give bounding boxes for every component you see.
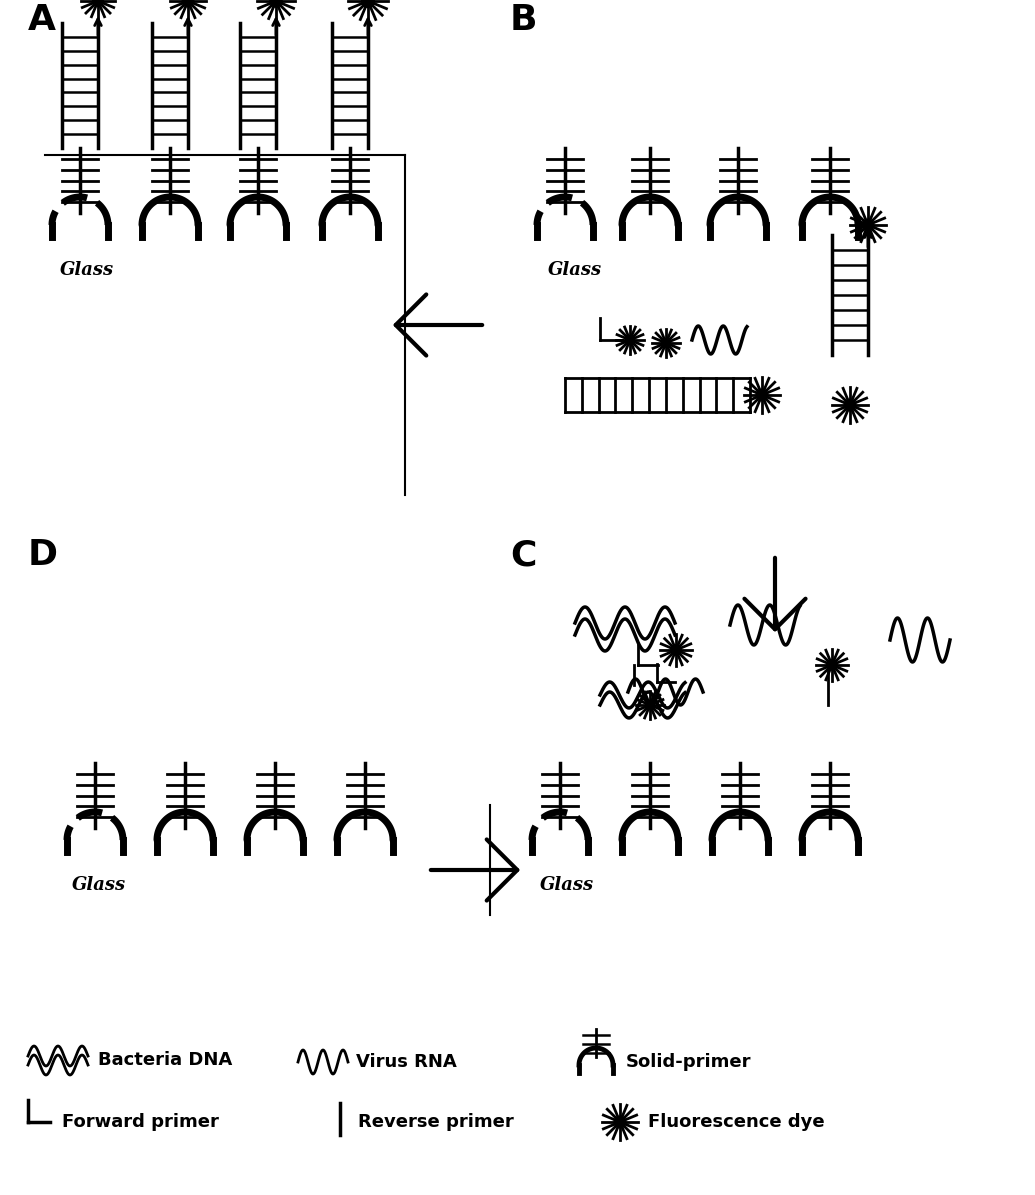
Circle shape: [361, 0, 375, 7]
Circle shape: [182, 0, 194, 7]
Circle shape: [646, 700, 654, 710]
Circle shape: [661, 338, 671, 348]
Text: C: C: [510, 538, 536, 572]
Text: Glass: Glass: [548, 261, 602, 278]
Circle shape: [92, 0, 104, 6]
Circle shape: [827, 660, 837, 670]
Circle shape: [845, 399, 856, 411]
Text: B: B: [510, 4, 537, 37]
Circle shape: [270, 0, 283, 7]
Circle shape: [614, 1116, 626, 1128]
Text: Bacteria DNA: Bacteria DNA: [98, 1050, 232, 1070]
Text: D: D: [28, 538, 58, 572]
Text: Fluorescence dye: Fluorescence dye: [648, 1113, 825, 1130]
Circle shape: [671, 645, 681, 655]
Circle shape: [757, 390, 768, 400]
Text: Solid-primer: Solid-primer: [626, 1053, 751, 1071]
Circle shape: [625, 336, 634, 344]
Text: Reverse primer: Reverse primer: [358, 1113, 513, 1130]
Text: Glass: Glass: [540, 876, 594, 894]
Text: Glass: Glass: [72, 876, 126, 894]
Text: Glass: Glass: [60, 261, 114, 278]
Circle shape: [862, 219, 874, 231]
Text: Virus RNA: Virus RNA: [356, 1053, 456, 1071]
Text: Forward primer: Forward primer: [62, 1113, 218, 1130]
Text: A: A: [28, 4, 56, 37]
